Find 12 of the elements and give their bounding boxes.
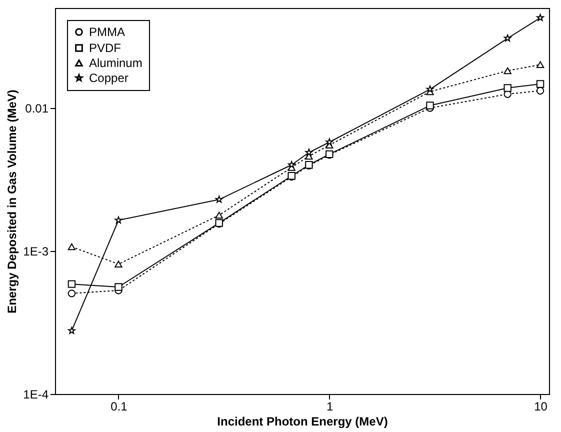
legend-label: Copper — [89, 71, 128, 85]
x-tick-label: 1 — [326, 400, 334, 414]
legend-label: Aluminum — [89, 56, 142, 70]
y-tick-label: 0.01 — [25, 101, 49, 116]
legend-label: PMMA — [89, 25, 125, 39]
y-tick-label: 1E-4 — [23, 388, 49, 402]
y-tick-label: 1E-3 — [23, 244, 49, 258]
x-axis-title: Incident Photon Energy (MeV) — [217, 414, 388, 428]
legend-label: PVDF — [89, 41, 122, 55]
x-tick-label: 10 — [534, 400, 548, 414]
y-axis-title: Energy Deposited in Gas Volume (MeV) — [5, 90, 20, 314]
x-tick-label: 0.1 — [110, 400, 128, 414]
